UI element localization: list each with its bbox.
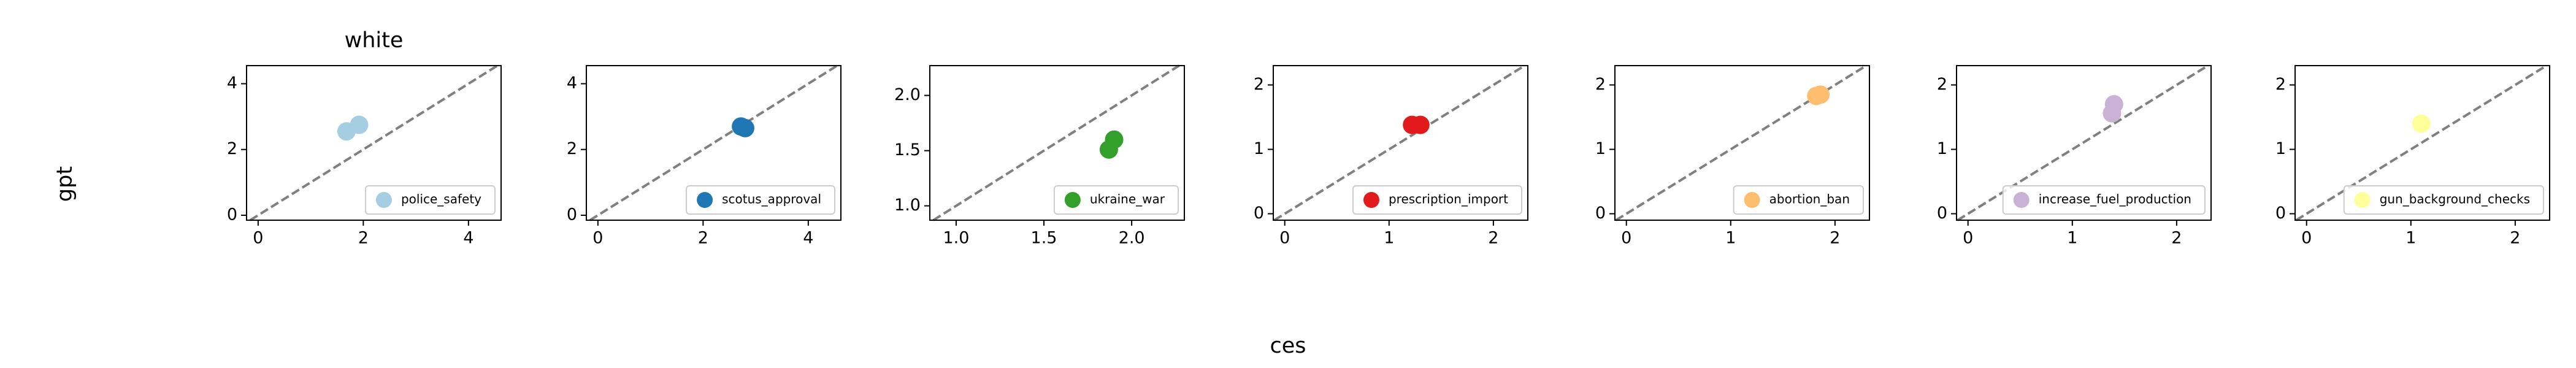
y-tick-label: 4 xyxy=(567,74,577,93)
legend-label: increase_fuel_production xyxy=(2039,192,2191,207)
legend-label: police_safety xyxy=(401,192,481,207)
x-axis-label: ces xyxy=(1270,334,1306,358)
x-tick-label: 2 xyxy=(1488,229,1498,248)
subplot: 0 1 2 0 1 2 prescription_import xyxy=(1254,64,1528,248)
subplot: white 0 2 4 0 2 4 police_safety xyxy=(227,28,502,248)
legend: increase_fuel_production xyxy=(2002,185,2206,215)
x-tick-label: 0 xyxy=(253,229,263,248)
x-tick-label: 1 xyxy=(1725,229,1736,248)
y-tick-label: 0 xyxy=(1937,204,1947,223)
legend-label: scotus_approval xyxy=(722,192,821,207)
axes-frame xyxy=(246,65,502,221)
x-tick-label: 2.0 xyxy=(1119,229,1145,248)
y-tick-label: 2 xyxy=(567,139,577,158)
x-tick-label: 1 xyxy=(2405,229,2416,248)
axes-frame xyxy=(929,65,1185,221)
legend: abortion_ban xyxy=(1733,185,1864,215)
legend: prescription_import xyxy=(1352,185,1522,215)
legend-marker xyxy=(1363,192,1379,208)
y-tick-label: 1.0 xyxy=(894,196,921,215)
y-tick-label: 2.0 xyxy=(894,85,921,104)
legend-label: prescription_import xyxy=(1389,192,1508,207)
legend-label: abortion_ban xyxy=(1769,192,1850,207)
legend-marker xyxy=(1744,192,1760,208)
x-tick-label: 0 xyxy=(1621,229,1631,248)
legend-marker xyxy=(1064,192,1081,208)
y-tick-label: 2 xyxy=(1937,75,1947,94)
legend: police_safety xyxy=(364,185,496,215)
point xyxy=(1411,115,1430,134)
axes-frame xyxy=(1273,65,1528,221)
x-tick-label: 0 xyxy=(1279,229,1290,248)
axes-frame xyxy=(1956,65,2212,221)
legend-box xyxy=(2343,185,2544,215)
x-tick-label: 0 xyxy=(1963,229,1973,248)
x-tick-label: 2 xyxy=(358,229,369,248)
y-tick-label: 1 xyxy=(1937,139,1947,158)
point xyxy=(350,115,369,134)
y-tick-label: 0 xyxy=(2275,204,2286,223)
legend: ukraine_war xyxy=(1053,185,1179,215)
point xyxy=(1811,85,1830,104)
y-tick-label: 1 xyxy=(1254,139,1264,158)
y-tick-label: 0 xyxy=(227,205,237,224)
x-tick-label: 4 xyxy=(803,229,813,248)
point xyxy=(735,118,754,137)
axes-frame xyxy=(2294,65,2550,221)
point xyxy=(2412,114,2431,133)
legend-box xyxy=(2002,185,2206,215)
axes-frame xyxy=(586,65,841,221)
legend: gun_background_checks xyxy=(2343,185,2544,215)
x-tick-label: 2 xyxy=(1830,229,1840,248)
legend-box xyxy=(686,185,835,215)
x-tick-label: 1.5 xyxy=(1031,229,1057,248)
axes-frame xyxy=(1614,65,1870,221)
x-tick-label: 2 xyxy=(2510,229,2520,248)
x-tick-label: 0 xyxy=(2301,229,2312,248)
legend-marker xyxy=(697,192,713,208)
subplot: 0 1 2 0 1 2 increase_fuel_production xyxy=(1937,64,2212,248)
point xyxy=(1105,130,1124,149)
x-tick-label: 1 xyxy=(1384,229,1394,248)
x-tick-label: 4 xyxy=(463,229,473,248)
subplot: 1.0 1.5 2.0 1.0 1.5 2.0 ukraine_war xyxy=(894,64,1185,248)
legend-box xyxy=(364,185,496,215)
legend-marker xyxy=(2354,192,2371,208)
legend-label: ukraine_war xyxy=(1090,192,1165,207)
y-tick-label: 1.5 xyxy=(894,140,921,159)
y-tick-label: 2 xyxy=(227,139,237,158)
legend: scotus_approval xyxy=(686,185,835,215)
subplot-title: white xyxy=(345,28,404,53)
legend-box xyxy=(1053,185,1179,215)
x-tick-label: 2 xyxy=(698,229,708,248)
y-tick-label: 2 xyxy=(2275,75,2286,94)
y-tick-label: 1 xyxy=(2275,139,2286,158)
x-tick-label: 2 xyxy=(2171,229,2182,248)
subplot: 0 1 2 0 1 2 abortion_ban xyxy=(1595,64,1870,248)
legend-marker xyxy=(2013,192,2030,208)
x-tick-label: 1.0 xyxy=(943,229,969,248)
legend-label: gun_background_checks xyxy=(2380,192,2530,207)
x-tick-label: 1 xyxy=(2067,229,2077,248)
legend-box xyxy=(1352,185,1522,215)
y-tick-label: 1 xyxy=(1595,139,1606,158)
legend-box xyxy=(1733,185,1864,215)
point xyxy=(2104,95,2123,113)
y-axis-label: gpt xyxy=(53,166,77,202)
y-tick-label: 0 xyxy=(567,205,577,224)
y-tick-label: 2 xyxy=(1595,75,1606,94)
legend-marker xyxy=(375,192,392,208)
y-tick-label: 4 xyxy=(227,74,237,93)
y-tick-label: 0 xyxy=(1595,204,1606,223)
subplot: 0 2 4 0 2 4 scotus_approval xyxy=(567,64,841,248)
y-tick-label: 0 xyxy=(1254,204,1264,223)
x-tick-label: 0 xyxy=(592,229,603,248)
y-tick-label: 2 xyxy=(1254,75,1264,94)
subplot: 0 1 2 0 1 2 gun_background_checks xyxy=(2275,64,2550,248)
